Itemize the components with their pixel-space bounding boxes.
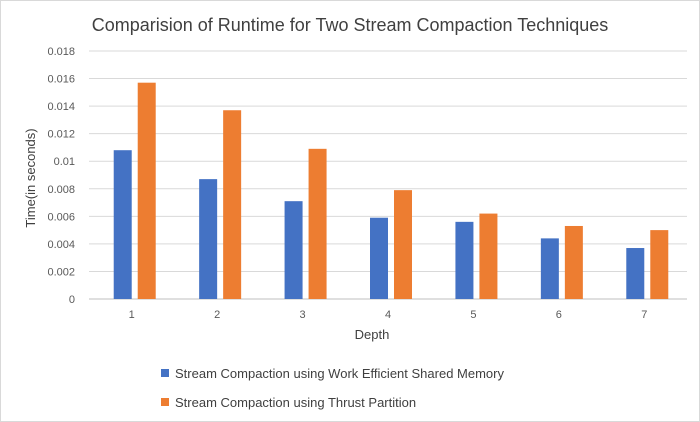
bar-work-efficient [113, 150, 132, 299]
y-tick-label: 0.016 [47, 74, 75, 86]
y-tick-label: 0 [69, 294, 75, 306]
bar-thrust [479, 213, 498, 299]
legend-label-thrust: Stream Compaction using Thrust Partition [175, 395, 416, 410]
y-axis-ticks: 0 0.002 0.004 0.006 0.008 0.01 0.012 0.014 0.016… [47, 46, 75, 306]
bar-thrust [223, 110, 242, 299]
y-tick-label: 0.004 [47, 239, 75, 251]
bar-work-efficient [284, 201, 303, 299]
y-tick-label: 0.01 [54, 156, 75, 168]
bar-thrust [137, 82, 156, 299]
bars [113, 82, 669, 299]
legend-item-thrust: Stream Compaction using Thrust Partition [161, 395, 416, 410]
legend: Stream Compaction using Work Efficient S… [161, 366, 504, 410]
bar-work-efficient [626, 248, 645, 299]
legend-label-work-efficient: Stream Compaction using Work Efficient S… [175, 366, 504, 381]
legend-item-work-efficient: Stream Compaction using Work Efficient S… [161, 366, 504, 381]
bar-work-efficient [455, 221, 474, 299]
bar-thrust [564, 225, 583, 299]
bar-thrust [308, 148, 327, 299]
x-tick-label: 5 [470, 309, 476, 321]
legend-swatch-work-efficient [161, 369, 169, 377]
y-tick-label: 0.018 [47, 46, 75, 58]
bar-thrust [650, 230, 669, 299]
x-axis-ticks: 1 2 3 4 5 6 7 [129, 309, 648, 321]
y-tick-label: 0.006 [47, 211, 75, 223]
y-tick-label: 0.002 [47, 266, 75, 278]
bar-work-efficient [540, 238, 559, 299]
x-axis-label: Depth [355, 327, 390, 342]
x-tick-label: 1 [129, 309, 135, 321]
y-tick-label: 0.014 [47, 101, 75, 113]
chart-title: Comparision of Runtime for Two Stream Co… [92, 15, 609, 35]
x-tick-label: 4 [385, 309, 391, 321]
x-tick-label: 7 [641, 309, 647, 321]
y-tick-label: 0.012 [47, 129, 75, 141]
gridlines [89, 50, 687, 300]
y-tick-label: 0.008 [47, 184, 75, 196]
legend-swatch-thrust [161, 398, 169, 406]
bar-work-efficient [199, 179, 218, 299]
bar-work-efficient [370, 217, 388, 299]
x-tick-label: 2 [214, 309, 220, 321]
x-tick-label: 3 [300, 309, 306, 321]
x-tick-label: 6 [556, 309, 562, 321]
y-axis-label: Time(in seconds) [23, 128, 38, 227]
bar-thrust [394, 190, 412, 299]
